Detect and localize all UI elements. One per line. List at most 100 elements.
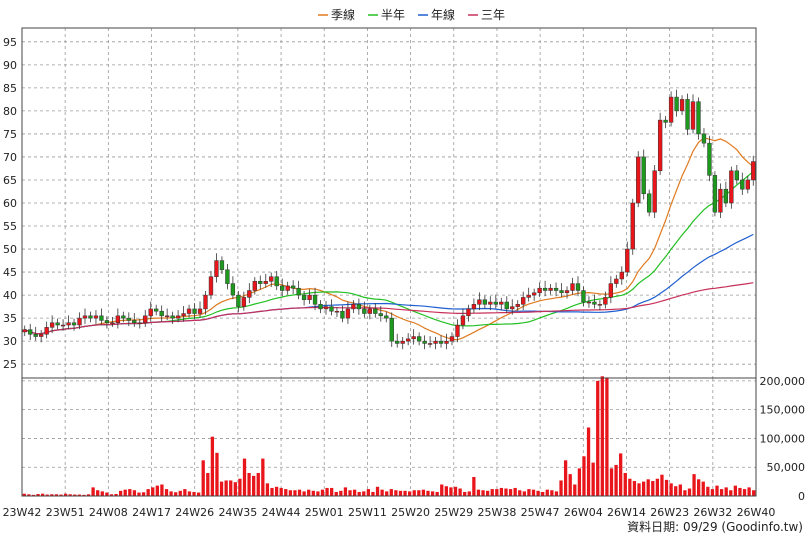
candle-body [99, 315, 104, 321]
candle-body [164, 315, 170, 318]
candle-body [334, 310, 340, 313]
volume-bar [114, 493, 118, 496]
volume-bar [435, 491, 439, 496]
candle-body [438, 340, 444, 344]
candle-body [263, 281, 268, 284]
volume-bar [596, 380, 600, 496]
candle-body [488, 301, 493, 305]
volume-bar [591, 462, 595, 496]
x-tick-label: 25W38 [478, 506, 517, 519]
volume-bar [430, 491, 435, 496]
candle-body [652, 170, 657, 213]
volume-bar [27, 494, 31, 496]
volume-bar [545, 489, 549, 496]
volume-bar [265, 483, 270, 496]
candle-body [230, 283, 236, 296]
volume-bar [522, 491, 526, 496]
volume-bar [302, 491, 306, 496]
volume-bar [274, 486, 279, 496]
candle-body [82, 315, 88, 319]
volume-bar [31, 494, 36, 496]
volume-bar [105, 492, 109, 496]
volume-bar [527, 489, 531, 496]
candle-body [553, 287, 559, 291]
x-axis-ticks: 23W42 23W51 24W08 24W17 24W26 24W35 24W44 25W01… [3, 506, 776, 519]
candle-body [515, 304, 520, 307]
candle-body [723, 188, 729, 204]
volume-bar [183, 489, 187, 496]
volume-bar [389, 489, 393, 496]
volume-bar [637, 483, 641, 496]
volume-bar [224, 480, 228, 496]
candle-body [542, 287, 548, 291]
candlestick-series [22, 89, 756, 350]
volume-bar [160, 484, 164, 496]
volume-bar [582, 456, 586, 496]
candle-body [729, 170, 734, 204]
candle-body [575, 283, 581, 291]
volume-bar [82, 494, 86, 496]
volume-bar [201, 460, 205, 496]
volume-bar [252, 475, 256, 496]
candle-body [570, 283, 575, 291]
candle-body [126, 317, 131, 321]
volume-bar [307, 489, 311, 496]
volume-bar [155, 485, 159, 496]
price-tick-label: 85 [3, 82, 17, 95]
ma-line-3 [24, 282, 754, 335]
x-tick-label: 26W14 [607, 506, 646, 519]
price-tick-label: 75 [3, 128, 17, 141]
volume-bar [710, 489, 715, 496]
volume-bar [499, 487, 504, 496]
volume-bar [655, 478, 660, 496]
volume-bar [508, 489, 513, 496]
price-tick-label: 35 [3, 312, 17, 325]
candle-body [39, 334, 44, 337]
candle-body [115, 315, 121, 323]
candle-body [312, 294, 318, 305]
price-grid [22, 28, 756, 378]
volume-bar [137, 492, 141, 496]
candle-body [619, 271, 624, 280]
volume-bar [449, 487, 453, 496]
candle-body [400, 340, 405, 344]
volume-bar [59, 494, 63, 496]
volume-bar [357, 491, 361, 496]
candle-body [323, 306, 329, 310]
price-tick-label: 50 [3, 243, 17, 256]
volume-bar [697, 479, 701, 496]
volume-bar [472, 477, 476, 496]
volume-bar [229, 480, 233, 496]
candle-body [197, 308, 203, 314]
price-tick-label: 55 [3, 220, 17, 233]
candle-body [181, 313, 186, 317]
volume-bar [664, 479, 669, 496]
x-tick-label: 24W35 [218, 506, 257, 519]
volume-bar [632, 481, 637, 496]
volume-bar [440, 484, 444, 496]
volume-bar [485, 490, 490, 496]
volume-bar [45, 494, 49, 496]
volume-tick-label: 50,000 [767, 461, 806, 474]
volume-bar [646, 479, 650, 496]
candle-body [203, 294, 208, 310]
candle-body [219, 260, 225, 271]
volume-bar [619, 453, 623, 496]
candle-body [395, 340, 400, 344]
volume-bar [554, 491, 559, 496]
candle-body [301, 294, 307, 300]
volume-bar [687, 488, 692, 496]
candle-body [170, 315, 175, 319]
candle-body [384, 315, 389, 319]
volume-bar [288, 490, 293, 496]
volume-bar [738, 487, 742, 496]
volume-bar [362, 491, 366, 496]
candle-body [444, 340, 449, 344]
volume-bar [151, 487, 155, 496]
candle-body [378, 313, 383, 317]
x-tick-label: 25W01 [305, 506, 344, 519]
candle-body [93, 315, 99, 319]
volume-bar [660, 474, 664, 496]
volume-bar [444, 486, 448, 496]
candle-body [493, 301, 498, 305]
